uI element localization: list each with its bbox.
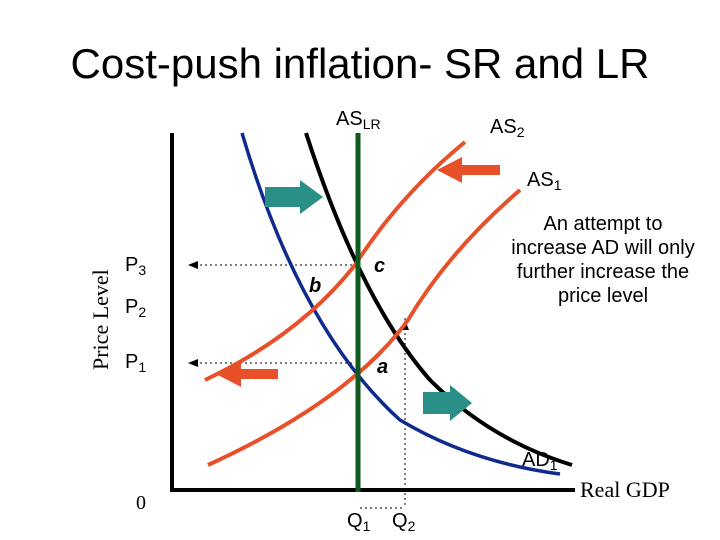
- arrowhead-p1: [188, 359, 198, 367]
- label-as-1: AS1: [527, 169, 562, 193]
- x-axis-label: Real GDP: [580, 477, 670, 502]
- annotation-text: An attempt to increase AD will only furt…: [511, 213, 695, 307]
- origin-label: 0: [136, 492, 146, 514]
- curve-ad-1: [240, 132, 561, 476]
- label-q2: Q2: [392, 510, 416, 534]
- shift-arrow-as-right: [216, 361, 278, 387]
- page-title: Cost-push inflation- SR and LR: [70, 40, 650, 87]
- label-as-lr: ASLR: [336, 108, 381, 132]
- label-as-2: AS2: [490, 116, 525, 140]
- shift-arrow-ad-right-top: [265, 180, 323, 214]
- point-label-a: a: [377, 356, 388, 378]
- curve-as-1: [207, 188, 522, 467]
- point-label-b: b: [309, 275, 321, 297]
- arrowhead-p3: [188, 261, 198, 269]
- label-p3: P3: [125, 254, 146, 278]
- label-q1: Q1: [347, 510, 371, 534]
- shift-arrow-ad-right-bottom: [423, 385, 472, 421]
- label-p1: P1: [125, 351, 146, 375]
- label-ad-1: AD1: [522, 449, 558, 473]
- shift-arrow-as-left: [437, 157, 500, 183]
- y-axis-label: Price Level: [88, 269, 113, 370]
- point-label-c: c: [374, 255, 385, 277]
- curve-ad-2: [304, 132, 573, 467]
- curve-as-2: [204, 140, 467, 382]
- label-p2: P2: [125, 296, 146, 320]
